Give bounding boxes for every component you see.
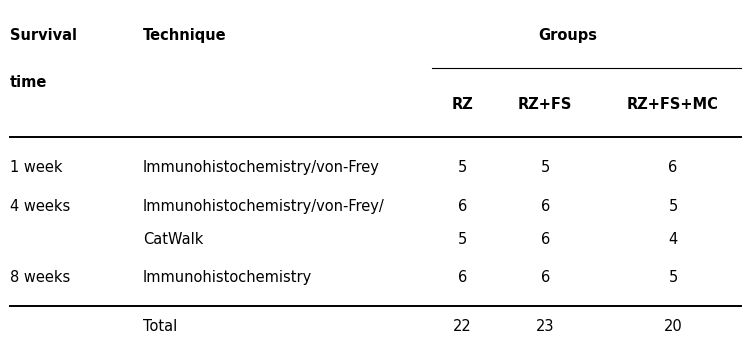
Text: time: time [10, 75, 47, 90]
Text: 5: 5 [541, 160, 550, 175]
Text: RZ+FS: RZ+FS [518, 97, 572, 112]
Text: 1 week: 1 week [10, 160, 62, 175]
Text: RZ: RZ [452, 97, 473, 112]
Text: 6: 6 [541, 270, 550, 285]
Text: Technique: Technique [143, 28, 226, 43]
Text: CatWalk: CatWalk [143, 233, 203, 247]
Text: Groups: Groups [538, 28, 597, 43]
Text: 6: 6 [541, 233, 550, 247]
Text: 20: 20 [664, 319, 682, 334]
Text: 8 weeks: 8 weeks [10, 270, 70, 285]
Text: 6: 6 [458, 270, 467, 285]
Text: 23: 23 [536, 319, 554, 334]
Text: 6: 6 [669, 160, 678, 175]
Text: 6: 6 [458, 199, 467, 214]
Text: RZ+FS+MC: RZ+FS+MC [627, 97, 719, 112]
Text: 4 weeks: 4 weeks [10, 199, 70, 214]
Text: Immunohistochemistry/von-Frey/: Immunohistochemistry/von-Frey/ [143, 199, 384, 214]
Text: Immunohistochemistry/von-Frey: Immunohistochemistry/von-Frey [143, 160, 380, 175]
Text: 5: 5 [458, 233, 467, 247]
Text: 22: 22 [453, 319, 472, 334]
Text: 5: 5 [669, 199, 678, 214]
Text: Survival: Survival [10, 28, 77, 43]
Text: Immunohistochemistry: Immunohistochemistry [143, 270, 312, 285]
Text: Total: Total [143, 319, 177, 334]
Text: 4: 4 [669, 233, 678, 247]
Text: 6: 6 [541, 199, 550, 214]
Text: 5: 5 [669, 270, 678, 285]
Text: 5: 5 [458, 160, 467, 175]
